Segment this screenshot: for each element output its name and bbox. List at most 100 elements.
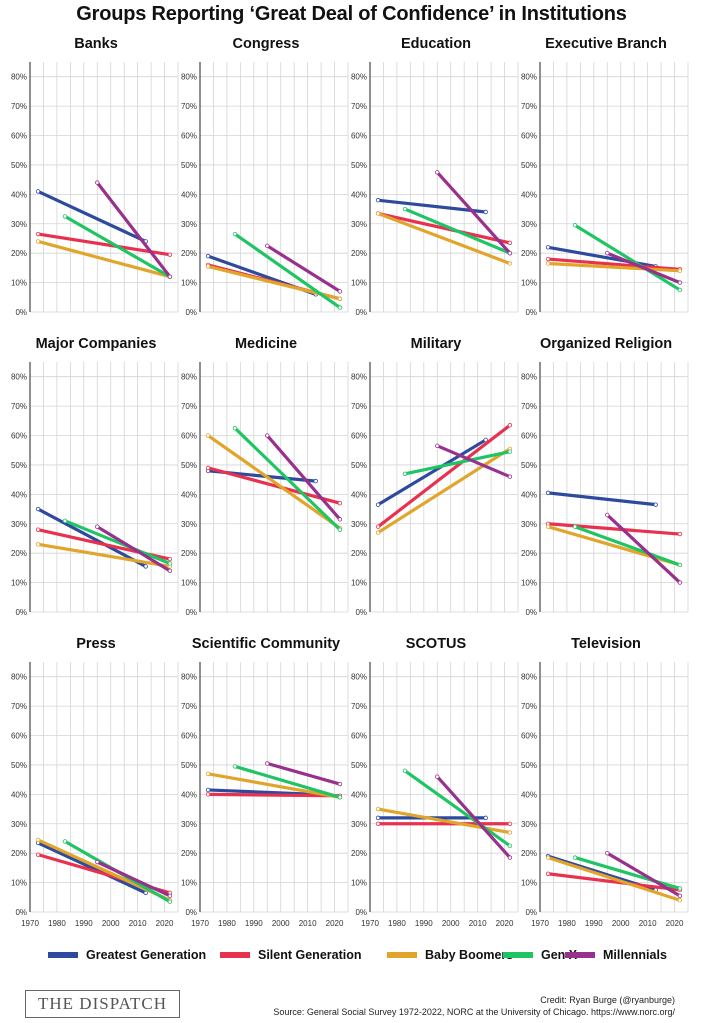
x-tick-label: 2020 [156, 919, 174, 928]
data-point-millennials [507, 855, 513, 860]
y-tick-label: 40% [181, 790, 197, 799]
y-tick-label: 50% [181, 461, 197, 470]
x-tick-label: 1970 [531, 919, 549, 928]
y-tick-label: 80% [11, 673, 27, 682]
credit-block: Credit: Ryan Burge (@ryanburge) Source: … [273, 994, 675, 1018]
y-tick-label: 10% [181, 879, 197, 888]
y-tick-label: 70% [11, 102, 27, 111]
y-tick-label: 50% [351, 461, 367, 470]
data-point-silent-generation [375, 524, 381, 529]
data-point-baby-boomers [375, 806, 381, 812]
y-tick-label: 50% [11, 161, 27, 170]
data-point-silent-generation [375, 821, 381, 826]
series-line-gen-x [573, 525, 682, 567]
data-point-gen-x [572, 223, 578, 228]
data-point-millennials [605, 512, 610, 518]
y-tick-label: 20% [11, 549, 27, 558]
legend-item-millennials: Millennials [565, 942, 667, 968]
y-tick-label: 10% [181, 279, 197, 288]
y-tick-label: 10% [521, 579, 537, 588]
panel-military: Military 0% 10% 20% 30% 40% 50% 60% 70% 80% [351, 336, 519, 617]
data-point-millennials [337, 517, 343, 522]
series-line-silent-generation [546, 872, 682, 892]
y-tick-label: 50% [351, 761, 367, 770]
x-tick-label: 2000 [612, 919, 630, 928]
data-point-silent-generation [507, 821, 513, 826]
x-tick-label: 1980 [48, 919, 66, 928]
series-line-silent-generation [206, 792, 342, 798]
brand-logo: THE DISPATCH [25, 990, 180, 1018]
y-tick-label: 70% [521, 102, 537, 111]
y-tick-label: 80% [521, 673, 537, 682]
series-line-gen-x [403, 450, 512, 476]
data-point-silent-generation [205, 792, 211, 797]
data-point-greatest-generation [653, 502, 658, 507]
series-line-baby-boomers [376, 807, 512, 835]
data-point-millennials [265, 433, 270, 438]
y-tick-label: 80% [11, 73, 27, 82]
series-line-gen-x [63, 214, 172, 279]
y-tick-label: 0% [185, 608, 197, 617]
y-tick-label: 70% [181, 702, 197, 711]
data-point-gen-x [402, 471, 408, 476]
data-point-baby-boomers [507, 830, 513, 835]
data-point-silent-generation [35, 852, 41, 857]
panel-scientific-community: Scientific Community 0% 10% 20% 30% 40% 50% 60%… [181, 636, 349, 928]
data-point-millennials [605, 850, 610, 856]
series-line-millennials [605, 513, 682, 585]
data-point-silent-generation [35, 231, 41, 237]
data-point-silent-generation [337, 500, 343, 506]
y-tick-label: 20% [11, 849, 27, 858]
panel-title: Medicine [235, 336, 297, 352]
x-tick-label: 1990 [415, 919, 433, 928]
data-point-millennials [95, 180, 100, 185]
series-line-silent-generation [376, 423, 512, 529]
y-tick-label: 80% [351, 673, 367, 682]
y-tick-label: 50% [351, 161, 367, 170]
y-tick-label: 10% [11, 279, 27, 288]
y-tick-label: 30% [11, 220, 27, 229]
y-tick-label: 20% [521, 249, 537, 258]
data-point-greatest-generation [483, 815, 488, 821]
x-tick-label: 2010 [639, 919, 657, 928]
y-tick-label: 30% [11, 520, 27, 529]
legend-item-greatest-generation: Greatest Generation [48, 942, 206, 968]
data-point-gen-x [62, 214, 68, 219]
data-point-millennials [265, 761, 270, 766]
y-tick-label: 20% [181, 249, 197, 258]
data-point-gen-x [572, 855, 578, 860]
panel-organized-religion: Organized Religion 0% 10% 20% 30% 40% 50% 60% 70… [521, 336, 689, 617]
data-point-gen-x [167, 899, 173, 904]
series-line-baby-boomers [36, 542, 172, 569]
panel-press: Press 0% 10% 20% 30% 40% 50% 60% 70% 80% 1970 1980 1… [11, 636, 179, 928]
y-tick-label: 80% [181, 73, 197, 82]
data-point-gen-x [232, 764, 238, 769]
y-tick-label: 80% [521, 73, 537, 82]
data-point-millennials [265, 243, 270, 249]
y-tick-label: 0% [525, 308, 537, 317]
y-tick-label: 60% [181, 732, 197, 741]
y-tick-label: 50% [521, 161, 537, 170]
x-tick-label: 2010 [469, 919, 487, 928]
series-line-greatest-generation [206, 788, 318, 796]
series-line-gen-x [573, 223, 682, 292]
series-line-baby-boomers [376, 211, 512, 266]
y-tick-label: 40% [521, 490, 537, 499]
x-tick-label: 1990 [585, 919, 603, 928]
series-line-baby-boomers [206, 433, 342, 530]
y-tick-label: 30% [521, 520, 537, 529]
panel-congress: Congress 0% 10% 20% 30% 40% 50% 60% 70% 80% [181, 36, 349, 317]
data-point-gen-x [402, 768, 408, 774]
data-point-baby-boomers [205, 264, 211, 269]
y-tick-label: 60% [351, 132, 367, 141]
series-line-greatest-generation [36, 189, 148, 244]
chart-title: Groups Reporting ‘Great Deal of Confiden… [76, 3, 627, 25]
panel-education: Education 0% 10% 20% 30% 40% 50% 60% 70% 80% [351, 36, 519, 317]
legend-label: Greatest Generation [86, 948, 207, 962]
y-tick-label: 20% [11, 249, 27, 258]
y-tick-label: 60% [11, 432, 27, 441]
y-tick-label: 60% [351, 432, 367, 441]
y-tick-label: 40% [521, 190, 537, 199]
legend-swatch [220, 952, 250, 958]
legend-item-baby-boomers: Baby Boomers [387, 942, 513, 968]
